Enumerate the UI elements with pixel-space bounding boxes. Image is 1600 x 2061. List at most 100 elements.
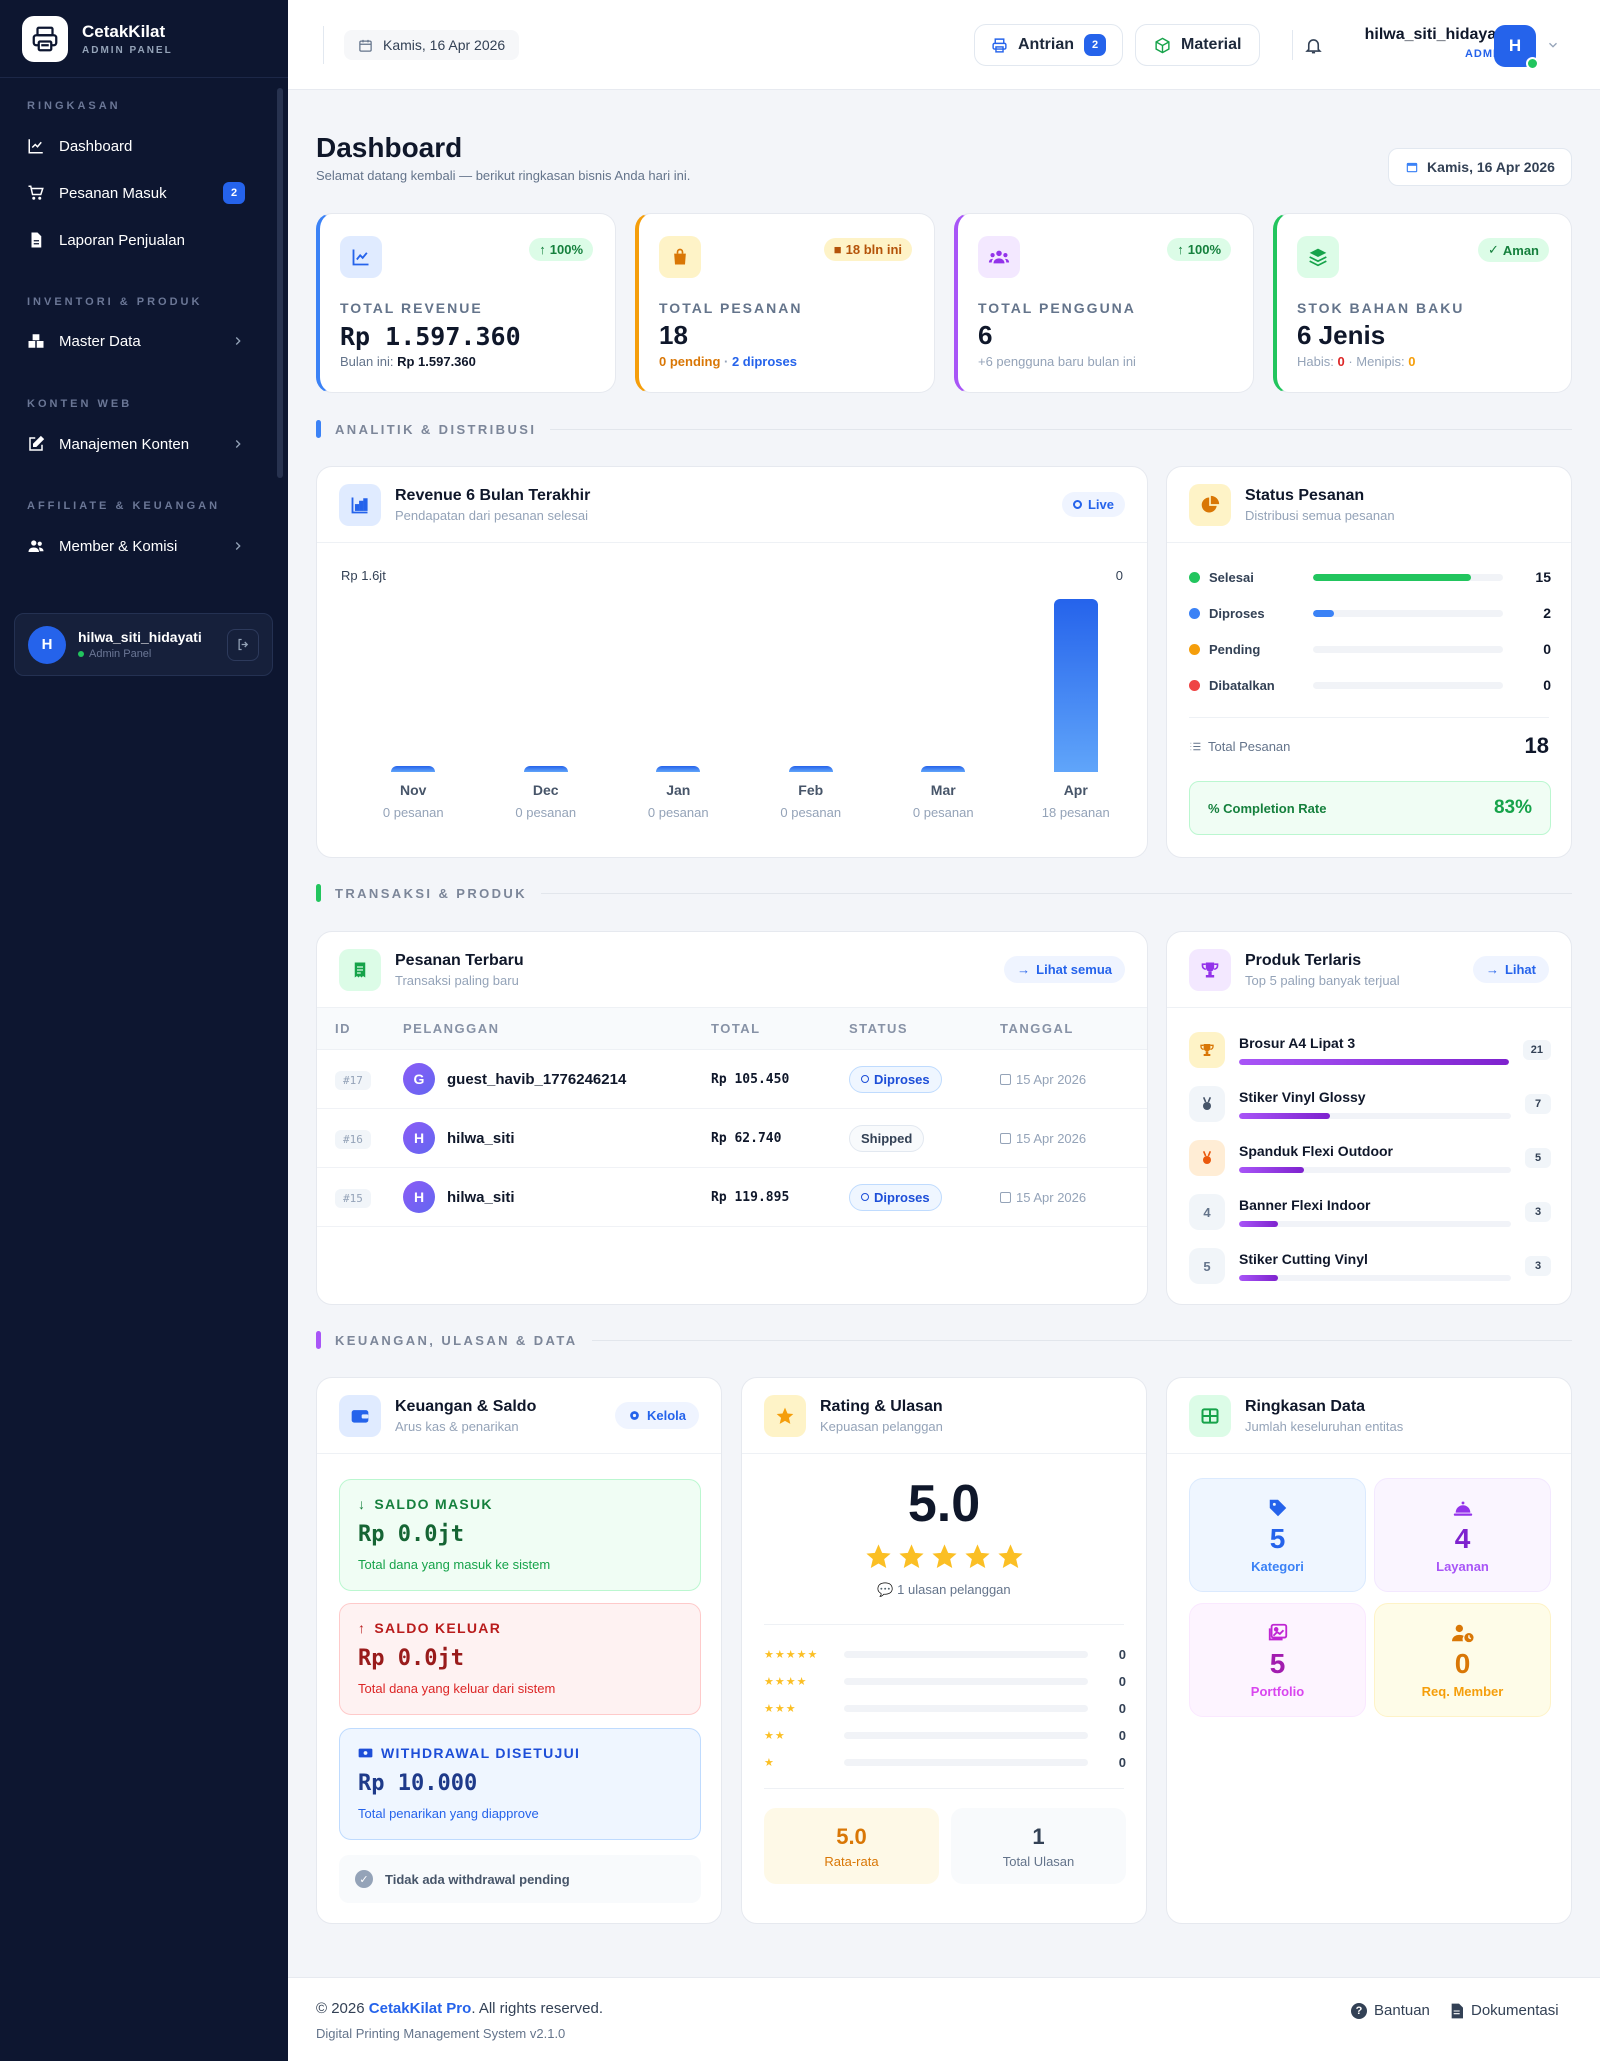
order-date: 15 Apr 2026	[1016, 1130, 1087, 1146]
trophy-icon	[1189, 948, 1231, 991]
stat-sub-value: Rp 1.597.360	[397, 354, 476, 369]
status-value: 0	[1543, 677, 1551, 693]
summary-portfolio[interactable]: 5 Portfolio	[1189, 1603, 1366, 1717]
kelola-button[interactable]: Kelola	[614, 1402, 699, 1429]
sidebar-scrollbar[interactable]	[277, 88, 283, 478]
total-label: Total Pesanan	[1189, 739, 1290, 754]
material-label: Material	[1181, 36, 1242, 53]
question-icon: ?	[1351, 2002, 1367, 2019]
revenue-bar-feb[interactable]	[788, 766, 833, 772]
rating-card: Rating & Ulasan Kepuasan pelanggan 5.0 💬…	[741, 1377, 1147, 1924]
status-text: Diproses	[874, 1189, 930, 1205]
revenue-bar-mar[interactable]	[921, 766, 966, 772]
rating-row-stars: ★★	[764, 1729, 786, 1742]
sidebar-item-manajemen-konten[interactable]: Manajemen Konten	[14, 422, 258, 466]
product-row[interactable]: 5 Stiker Cutting Vinyl 3	[1189, 1248, 1551, 1284]
avg-rating-value: 5.0	[836, 1823, 867, 1849]
status-label: Diproses	[1209, 605, 1265, 621]
layers-icon	[1297, 236, 1339, 278]
material-button[interactable]: Material	[1135, 24, 1261, 66]
separator: ·	[1344, 354, 1357, 369]
table-header: ID PELANGGAN TOTAL STATUS TANGGAL	[317, 1008, 1147, 1050]
topbar-avatar[interactable]: H	[1494, 25, 1539, 70]
saldo-keluar-label-text: SALDO KELUAR	[374, 1620, 502, 1636]
product-row[interactable]: 4 Banner Flexi Indoor 3	[1189, 1194, 1551, 1230]
status-bar-fill	[1313, 573, 1472, 581]
review-count-text: 1 ulasan pelanggan	[897, 1582, 1011, 1597]
summary-kategori[interactable]: 5 Kategori	[1189, 1478, 1366, 1592]
trend-badge: ↑ 100%	[529, 238, 593, 261]
summary-layanan[interactable]: 4 Layanan	[1374, 1478, 1551, 1592]
sidebar-item-laporan-penjualan[interactable]: Laporan Penjualan	[14, 218, 258, 262]
notification-button[interactable]	[1293, 25, 1333, 65]
revenue-bar-apr[interactable]	[1053, 599, 1098, 772]
order-id: #17	[335, 1071, 371, 1090]
lihat-semua-button[interactable]: → Lihat semua	[1004, 956, 1125, 983]
brand[interactable]: CetakKilat ADMIN PANEL	[0, 0, 288, 78]
saldo-masuk-label: ↓ SALDO MASUK	[358, 1496, 682, 1512]
topbar-user[interactable]: hilwa_siti_hidayati ADMIN	[1365, 26, 1506, 60]
products-card: Produk Terlaris Top 5 paling banyak terj…	[1166, 931, 1572, 1305]
star-icon	[865, 1544, 891, 1568]
rating-bar-track	[844, 1758, 1088, 1766]
rating-row-stars: ★★★	[764, 1702, 797, 1715]
bar-order-count: 18 pesanan	[1041, 805, 1110, 820]
sidebar-item-master-data[interactable]: Master Data	[14, 319, 258, 363]
check-circle-icon: ✓	[355, 1870, 373, 1888]
saldo-keluar-box: ↑ SALDO KELUAR Rp 0.0jt Total dana yang k…	[339, 1603, 701, 1715]
chevron-down-icon[interactable]	[1546, 38, 1560, 52]
product-row[interactable]: Brosur A4 Lipat 3 21	[1189, 1032, 1551, 1068]
customer-name: guest_havib_1776246214	[447, 1070, 627, 1088]
cart-icon	[28, 185, 44, 200]
rating-row-stars: ★	[764, 1756, 775, 1769]
chevron-right-icon	[235, 337, 241, 345]
status-bar-fill	[1313, 609, 1335, 617]
chevron-right-icon	[235, 440, 241, 448]
section-title: TRANSAKSI & PRODUK	[335, 885, 527, 901]
revenue-bar-dec[interactable]	[523, 766, 568, 772]
lihat-button[interactable]: → Lihat	[1472, 956, 1549, 983]
sidebar-item-member-komisi[interactable]: Member & Komisi	[14, 524, 258, 568]
antrian-button[interactable]: Antrian 2	[974, 24, 1123, 66]
comment-icon: 💬	[877, 1582, 894, 1597]
sidebar-item-dashboard[interactable]: Dashboard	[14, 124, 258, 168]
concierge-bell-icon	[1453, 1501, 1472, 1516]
footer-version: Digital Printing Management System v2.1.…	[316, 2026, 566, 2041]
stat-label: TOTAL PESANAN	[659, 300, 803, 316]
logout-button[interactable]	[227, 628, 259, 661]
calendar-icon	[1000, 1191, 1011, 1203]
help-link[interactable]: ? Bantuan	[1351, 2002, 1430, 2019]
section-finance: KEUANGAN, ULASAN & DATA	[316, 1331, 1572, 1349]
trend-badge: ↑ 100%	[1167, 238, 1231, 261]
bar-order-count: 0 pesanan	[382, 805, 444, 820]
menipis-label: Menipis:	[1356, 354, 1409, 369]
card-title: Pesanan Terbaru	[395, 951, 524, 969]
status-dot	[1189, 607, 1200, 619]
star-icon	[964, 1544, 990, 1568]
pesanan-count-badge: 2	[223, 182, 245, 204]
star-icon	[931, 1544, 957, 1568]
divider	[1292, 30, 1293, 60]
users-icon	[978, 236, 1020, 278]
product-bar-fill	[1239, 1275, 1278, 1281]
customer-name: hilwa_siti	[447, 1188, 515, 1206]
rating-row-count: 0	[1118, 1754, 1126, 1770]
rating-row-count: 0	[1118, 1646, 1126, 1662]
docs-link[interactable]: Dokumentasi	[1450, 2002, 1559, 2019]
summary-req-member[interactable]: 0 Req. Member	[1374, 1603, 1551, 1717]
topbar-date-text: Kamis, 16 Apr 2026	[383, 37, 506, 53]
revenue-bar-nov[interactable]	[391, 766, 436, 772]
sidebar-item-pesanan-masuk[interactable]: Pesanan Masuk 2	[14, 171, 258, 215]
revenue-bar-jan[interactable]	[656, 766, 701, 772]
orders-card: Pesanan Terbaru Transaksi paling baru → …	[316, 931, 1148, 1305]
rating-row: ★ 0	[764, 1752, 1126, 1772]
footer-brand-link[interactable]: CetakKilat Pro	[368, 2000, 472, 2017]
product-row[interactable]: Spanduk Flexi Outdoor 5	[1189, 1140, 1551, 1176]
receipt-icon	[339, 948, 381, 991]
status-label: Pending	[1209, 641, 1261, 657]
product-row[interactable]: Stiker Vinyl Glossy 7	[1189, 1086, 1551, 1122]
saldo-keluar-label: ↑ SALDO KELUAR	[358, 1620, 682, 1636]
